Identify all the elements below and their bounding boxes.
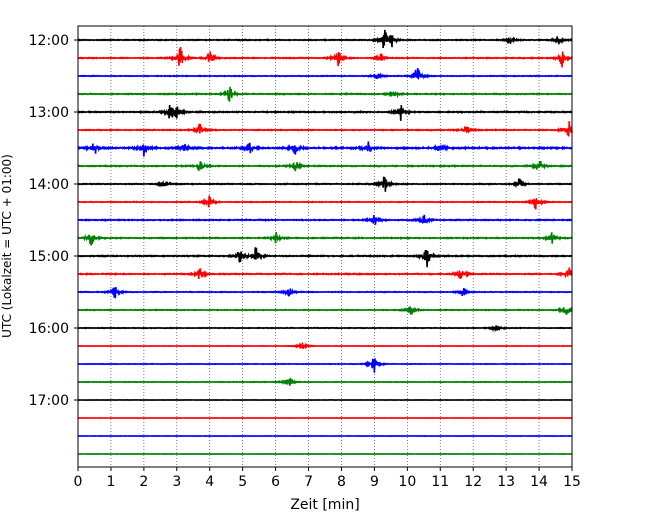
x-tick-label: 10 xyxy=(398,474,416,490)
x-tick-label: 15 xyxy=(563,474,581,490)
trace-line xyxy=(77,358,573,373)
trace-line xyxy=(77,287,573,299)
x-axis: 0 1 2 3 4 5 6 7 8 9 10 11 12 13 14 15 xyxy=(74,467,581,490)
trace-line xyxy=(77,104,573,121)
trace-line xyxy=(77,86,573,102)
x-tick-label: 0 xyxy=(74,474,83,490)
trace-line xyxy=(77,377,573,386)
x-tick-label: 3 xyxy=(172,474,181,490)
x-tick-label: 4 xyxy=(205,474,214,490)
trace-line xyxy=(77,267,573,280)
x-tick-label: 2 xyxy=(139,474,148,490)
trace-line xyxy=(77,232,573,246)
trace-line xyxy=(77,141,573,157)
trace-line xyxy=(77,46,573,68)
x-tick-label: 6 xyxy=(271,474,280,490)
trace-line xyxy=(77,214,573,225)
x-tick-label: 13 xyxy=(497,474,515,490)
trace-line xyxy=(77,306,573,315)
trace-line xyxy=(77,68,573,80)
trace-line xyxy=(77,247,573,268)
plot-frame xyxy=(77,25,573,468)
y-tick-label: 16:00 xyxy=(29,321,69,337)
trace-line xyxy=(77,121,573,137)
trace-line xyxy=(77,324,573,333)
x-tick-label: 8 xyxy=(337,474,346,490)
x-tick-label: 14 xyxy=(530,474,548,490)
y-tick-label: 15:00 xyxy=(29,249,69,265)
y-tick-label: 14:00 xyxy=(29,177,69,193)
x-tick-label: 5 xyxy=(238,474,247,490)
x-tick-label: 11 xyxy=(431,474,449,490)
x-axis-label: Zeit [min] xyxy=(290,497,359,513)
x-tick-label: 1 xyxy=(106,474,115,490)
y-tick-label: 13:00 xyxy=(29,105,69,121)
y-axis-label: UTC (Lokalzeit = UTC + 01:00) xyxy=(0,154,14,338)
seismogram-traces xyxy=(77,29,573,456)
x-tick-label: 12 xyxy=(464,474,482,490)
y-tick-label: 17:00 xyxy=(29,393,69,409)
y-axis: 12:00 13:00 14:00 15:00 16:00 17:00 xyxy=(29,33,78,409)
x-tick-label: 7 xyxy=(304,474,313,490)
x-tick-label: 9 xyxy=(370,474,379,490)
trace-line xyxy=(77,160,573,172)
y-tick-label: 12:00 xyxy=(29,33,69,49)
trace-line xyxy=(77,29,573,49)
trace-line xyxy=(77,195,573,210)
trace-line xyxy=(77,342,573,350)
trace-line xyxy=(77,176,573,192)
